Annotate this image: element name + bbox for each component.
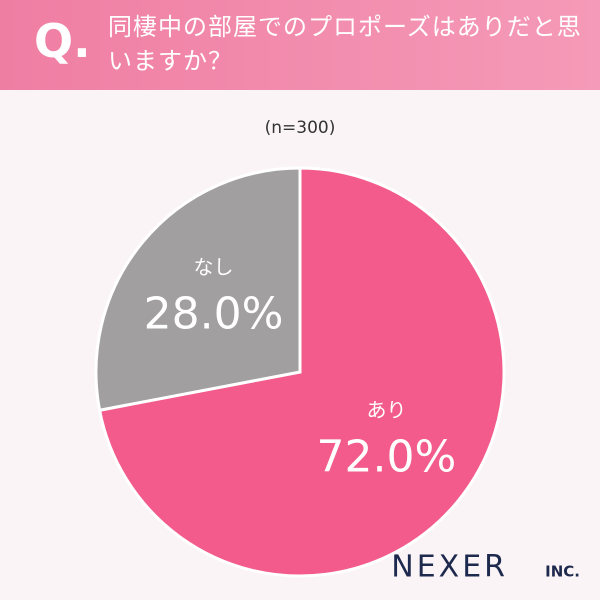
chart-title: 同棲中の部屋でのプロポーズはありだと思いますか？ [108, 13, 582, 75]
subtitle: (n=300) [265, 118, 336, 138]
slice-label: あり [366, 398, 406, 422]
header [0, 0, 600, 90]
pie-slice [94, 166, 302, 412]
brand: NEXER [391, 550, 508, 585]
brand-suffix: INC. [545, 563, 580, 581]
question-label: Q. [34, 14, 91, 68]
value-label: 72.0% [317, 432, 457, 483]
value-label: 28.0% [144, 288, 284, 339]
pie-slice [97, 166, 506, 578]
slice-label: なし [194, 255, 234, 279]
